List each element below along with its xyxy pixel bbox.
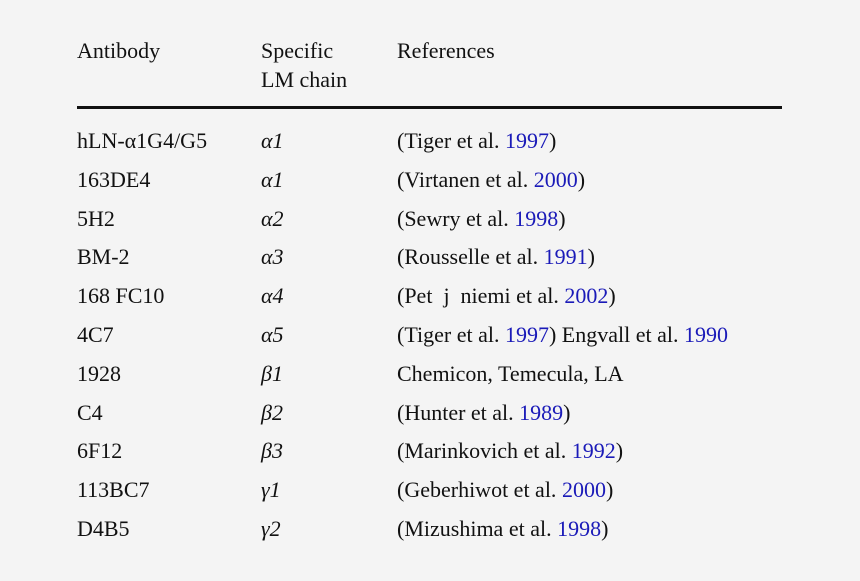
antibody-cell: D4B5 [77, 515, 130, 541]
citation-year-link[interactable]: 1990 [683, 321, 728, 347]
table-row: 6F12 β3 (Marinkovich et al. 1992) [77, 433, 782, 472]
header-chain: Specific LM chain [261, 36, 347, 94]
citation-text: (Hunter et al. [397, 399, 520, 425]
table-row: 113BC7 γ1 (Geberhiwot et al. 2000) [77, 472, 782, 511]
table-row: 168 FC10 α4 (Pet j niemi et al. 2002) [77, 278, 782, 317]
antibody-cell: 168 FC10 [77, 283, 165, 309]
citation-year-link[interactable]: 1992 [571, 438, 616, 464]
header-chain-line1: Specific [261, 38, 334, 63]
table-row: 5H2 α2 (Sewry et al. 1998) [77, 201, 782, 240]
header-antibody: Antibody [77, 38, 161, 63]
citation-year-link[interactable]: 1991 [543, 244, 588, 270]
citation-text: (Geberhiwot et al. [397, 477, 562, 503]
citation-text: ) [563, 399, 571, 425]
citation-text: ) [601, 515, 609, 541]
citation-text: (Rousselle et al. [397, 244, 544, 270]
reference-cell: (Tiger et al. 1997) [397, 123, 556, 159]
citation-text: Engvall et al. [556, 321, 684, 347]
chain-cell: α4 [261, 283, 284, 309]
citation-text: (Sewry et al. [397, 205, 515, 231]
citation-text: ) [577, 166, 586, 192]
chain-cell: α1 [261, 128, 284, 153]
citation-year-link[interactable]: 1997 [504, 321, 549, 347]
antibody-cell: 4C7 [77, 321, 114, 347]
chain-cell: β3 [261, 438, 283, 464]
citation-text: ) [615, 438, 624, 464]
reference-cell: (Pet j niemi et al. 2002) [397, 278, 616, 314]
chain-cell: β1 [261, 360, 283, 386]
table-row: hLN-α1G4/G5 α1 (Tiger et al. 1997) [77, 123, 782, 162]
table-row: 4C7 α5 (Tiger et al. 1997) Engvall et al. … [77, 317, 782, 356]
citation-year-link[interactable]: 1998 [557, 515, 602, 541]
citation-text: (Pet j niemi et al. [397, 283, 565, 309]
reference-cell: (Tiger et al. 1997) Engvall et al. 1990 [397, 317, 728, 353]
citation-text: (Tiger et al. [397, 321, 505, 347]
antibody-cell: 5H2 [77, 205, 115, 231]
citation-text: ) [587, 244, 595, 270]
table-row: C4 β2 (Hunter et al. 1989) [77, 395, 782, 434]
citation-year-link[interactable]: 1998 [514, 205, 559, 231]
citation-text: (Tiger et al. [397, 128, 505, 153]
citation-text: Chemicon, Temecula, LA [397, 360, 624, 386]
chain-cell: γ2 [261, 515, 281, 541]
antibody-cell: hLN-α1G4/G5 [77, 128, 208, 153]
reference-cell: (Geberhiwot et al. 2000) [397, 472, 613, 508]
citation-text: ) [605, 477, 614, 503]
chain-cell: γ1 [261, 477, 281, 503]
reference-cell: (Hunter et al. 1989) [397, 395, 571, 431]
reference-cell: (Mizushima et al. 1998) [397, 511, 608, 547]
reference-cell: Chemicon, Temecula, LA [397, 356, 624, 392]
citation-year-link[interactable]: 2000 [533, 166, 578, 192]
table-row: 163DE4 α1 (Virtanen et al. 2000) [77, 162, 782, 201]
antibody-cell: 113BC7 [77, 477, 150, 503]
table-header: Antibody Specific LM chain References [77, 36, 782, 109]
citation-text: ) [558, 205, 566, 231]
table-row: D4B5 γ2 (Mizushima et al. 1998) [77, 511, 782, 550]
reference-cell: (Sewry et al. 1998) [397, 201, 566, 237]
citation-text: ) [608, 283, 616, 309]
citation-year-link[interactable]: 1997 [504, 128, 549, 153]
chain-cell: α5 [261, 321, 284, 347]
citation-text: ) [548, 128, 557, 153]
chain-cell: α1 [261, 166, 284, 192]
antibody-cell: 6F12 [77, 438, 123, 464]
header-references: References [397, 38, 495, 63]
citation-year-link[interactable]: 2000 [561, 477, 606, 503]
table-body: hLN-α1G4/G5 α1 (Tiger et al. 1997) 163DE4 α1… [77, 123, 782, 550]
citation-text: (Virtanen et al. [397, 166, 534, 192]
table-row: 1928 β1 Chemicon, Temecula, LA [77, 356, 782, 395]
antibody-cell: BM-2 [77, 244, 130, 270]
chain-cell: β2 [261, 399, 283, 425]
antibody-table: Antibody Specific LM chain References hL… [77, 36, 782, 550]
citation-year-link[interactable]: 2002 [564, 283, 609, 309]
header-chain-line2: LM chain [261, 67, 348, 92]
chain-cell: α2 [261, 205, 284, 231]
reference-cell: (Rousselle et al. 1991) [397, 239, 595, 275]
citation-text: (Marinkovich et al. [397, 438, 572, 464]
reference-cell: (Marinkovich et al. 1992) [397, 433, 623, 469]
citation-text: ) [548, 321, 557, 347]
citation-text: (Mizushima et al. [397, 515, 558, 541]
antibody-cell: 163DE4 [77, 166, 151, 192]
table-row: BM-2 α3 (Rousselle et al. 1991) [77, 239, 782, 278]
reference-cell: (Virtanen et al. 2000) [397, 162, 585, 198]
citation-year-link[interactable]: 1989 [519, 399, 564, 425]
antibody-cell: 1928 [77, 360, 121, 386]
antibody-cell: C4 [77, 399, 103, 425]
chain-cell: α3 [261, 244, 284, 270]
